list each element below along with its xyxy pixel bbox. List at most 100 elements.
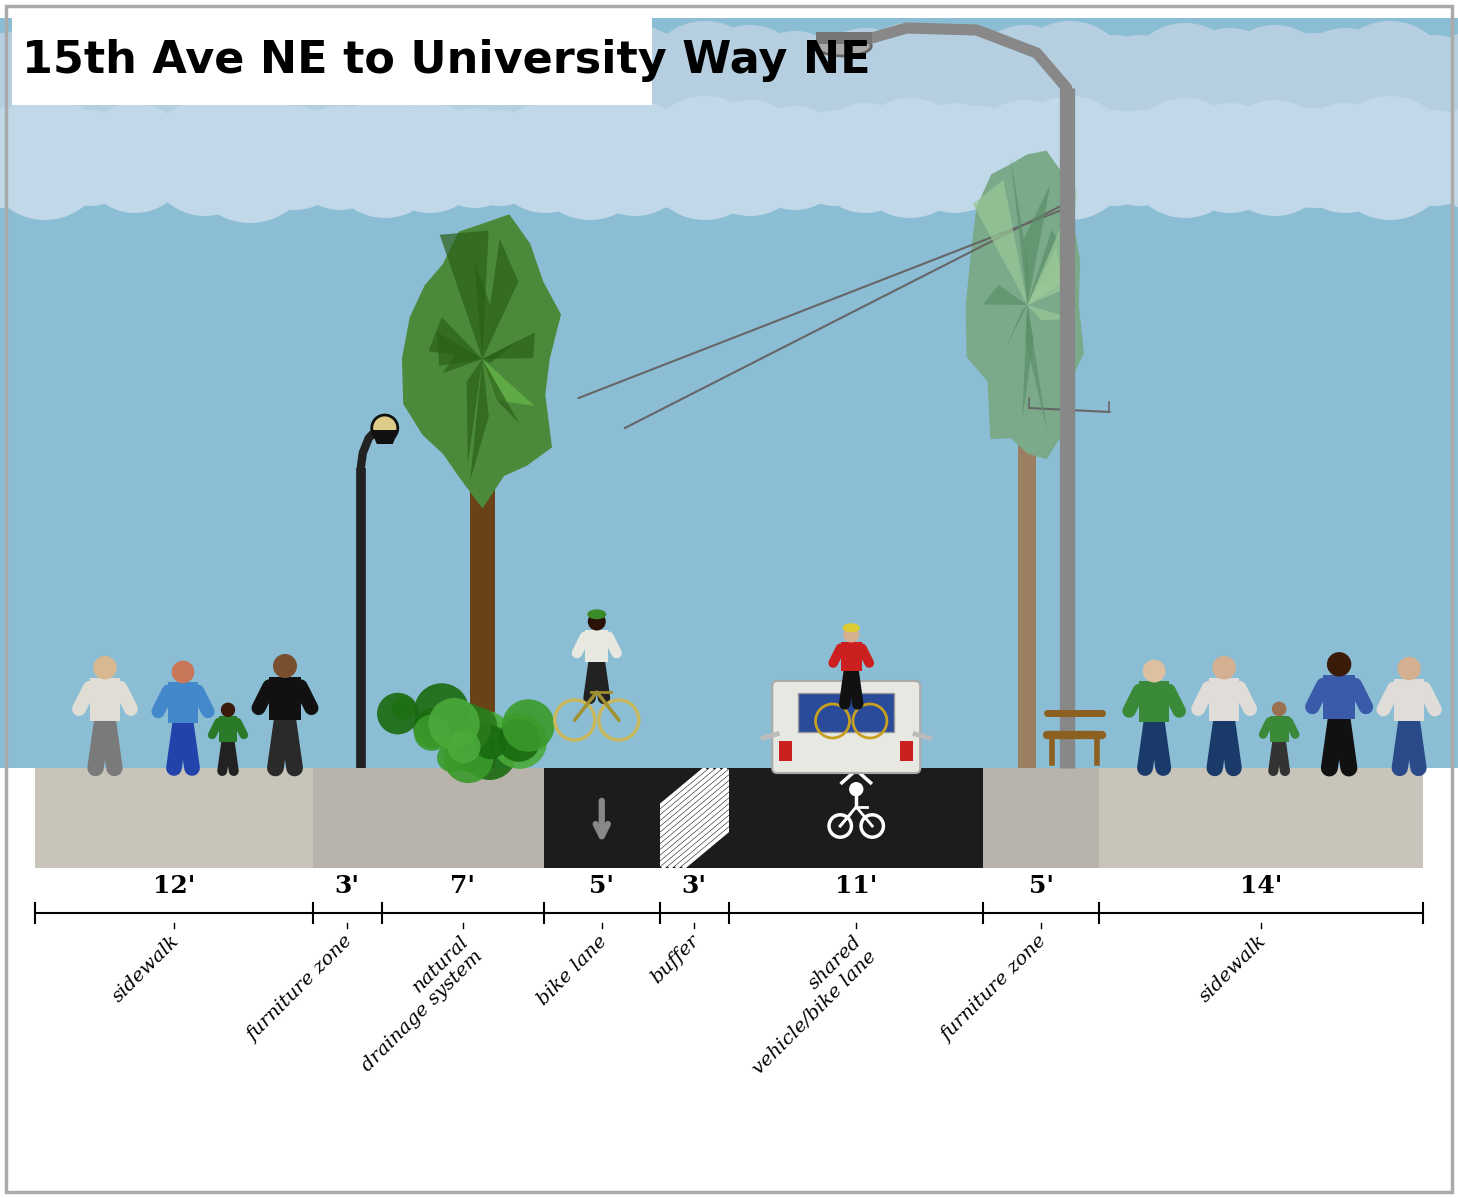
Polygon shape: [483, 359, 535, 406]
Circle shape: [452, 35, 548, 131]
Circle shape: [528, 22, 652, 145]
Bar: [168, 682, 198, 722]
Circle shape: [1250, 108, 1350, 208]
Circle shape: [643, 22, 767, 145]
Ellipse shape: [588, 610, 607, 619]
Circle shape: [967, 99, 1083, 216]
Circle shape: [497, 719, 541, 762]
Circle shape: [1328, 96, 1452, 220]
Circle shape: [469, 37, 561, 129]
Circle shape: [927, 31, 1032, 135]
Bar: [89, 678, 121, 721]
Circle shape: [577, 99, 693, 216]
Bar: [1394, 679, 1424, 721]
Bar: [1019, 438, 1037, 768]
Text: shared
vehicle/bike lane: shared vehicle/bike lane: [735, 932, 879, 1077]
Bar: [779, 742, 792, 761]
Circle shape: [1092, 35, 1188, 131]
Bar: [544, 768, 659, 869]
Circle shape: [325, 98, 445, 218]
Circle shape: [437, 744, 465, 772]
Polygon shape: [469, 359, 488, 480]
Bar: [270, 677, 300, 720]
Bar: [0, 18, 1458, 768]
Circle shape: [1423, 31, 1458, 135]
Circle shape: [774, 111, 866, 204]
Circle shape: [80, 28, 190, 138]
Bar: [1139, 682, 1169, 722]
Circle shape: [577, 25, 693, 141]
Polygon shape: [467, 359, 483, 464]
Circle shape: [0, 22, 106, 145]
Ellipse shape: [843, 623, 860, 633]
Circle shape: [414, 683, 469, 738]
Circle shape: [850, 23, 970, 143]
Circle shape: [115, 113, 206, 202]
Text: furniture zone: furniture zone: [243, 932, 356, 1045]
Text: furniture zone: furniture zone: [937, 932, 1050, 1045]
Circle shape: [1266, 108, 1365, 208]
Circle shape: [448, 731, 481, 763]
Bar: [815, 32, 872, 44]
Polygon shape: [1025, 305, 1047, 431]
Circle shape: [900, 103, 1010, 213]
Circle shape: [442, 703, 491, 752]
Bar: [585, 630, 608, 662]
Polygon shape: [1028, 247, 1064, 305]
Bar: [900, 742, 913, 761]
Text: 15th Ave NE to University Way NE: 15th Ave NE to University Way NE: [22, 38, 870, 81]
Circle shape: [588, 612, 605, 630]
Bar: [382, 768, 544, 869]
Polygon shape: [429, 317, 483, 359]
Circle shape: [774, 37, 866, 129]
Circle shape: [462, 725, 518, 780]
Circle shape: [900, 28, 1010, 138]
Circle shape: [1092, 110, 1188, 206]
Circle shape: [1213, 655, 1236, 679]
Bar: [659, 768, 729, 869]
Circle shape: [1007, 96, 1131, 220]
Bar: [659, 768, 729, 869]
Circle shape: [243, 105, 347, 210]
Polygon shape: [983, 285, 1028, 305]
Polygon shape: [1028, 305, 1075, 320]
Polygon shape: [402, 214, 561, 508]
Polygon shape: [1005, 305, 1028, 350]
Text: 5': 5': [1029, 875, 1054, 898]
Polygon shape: [1025, 183, 1051, 305]
Circle shape: [1271, 702, 1286, 716]
Circle shape: [0, 34, 50, 133]
Circle shape: [243, 31, 347, 135]
Bar: [729, 768, 984, 869]
Circle shape: [744, 105, 847, 210]
Text: sidewalk: sidewalk: [108, 932, 182, 1006]
Polygon shape: [370, 430, 399, 444]
Circle shape: [1217, 25, 1333, 141]
Circle shape: [375, 103, 486, 213]
Circle shape: [609, 34, 710, 133]
Polygon shape: [1028, 188, 1077, 305]
Circle shape: [289, 31, 392, 135]
Circle shape: [849, 782, 863, 797]
Text: bike lane: bike lane: [534, 932, 611, 1009]
Polygon shape: [483, 332, 535, 359]
Circle shape: [1266, 34, 1365, 133]
Polygon shape: [1010, 156, 1029, 305]
Bar: [1099, 768, 1423, 869]
Circle shape: [1175, 28, 1284, 138]
Circle shape: [378, 692, 418, 734]
Bar: [312, 768, 382, 869]
Circle shape: [1110, 38, 1200, 128]
Circle shape: [220, 702, 235, 716]
Bar: [984, 768, 1099, 869]
Circle shape: [1110, 113, 1200, 202]
Text: 7': 7': [451, 875, 475, 898]
Circle shape: [693, 25, 808, 141]
Polygon shape: [972, 180, 1028, 305]
Ellipse shape: [816, 36, 872, 56]
Polygon shape: [1028, 230, 1066, 305]
Circle shape: [172, 660, 194, 683]
Text: 14': 14': [1239, 875, 1282, 898]
Polygon shape: [483, 238, 518, 359]
Circle shape: [461, 710, 510, 762]
